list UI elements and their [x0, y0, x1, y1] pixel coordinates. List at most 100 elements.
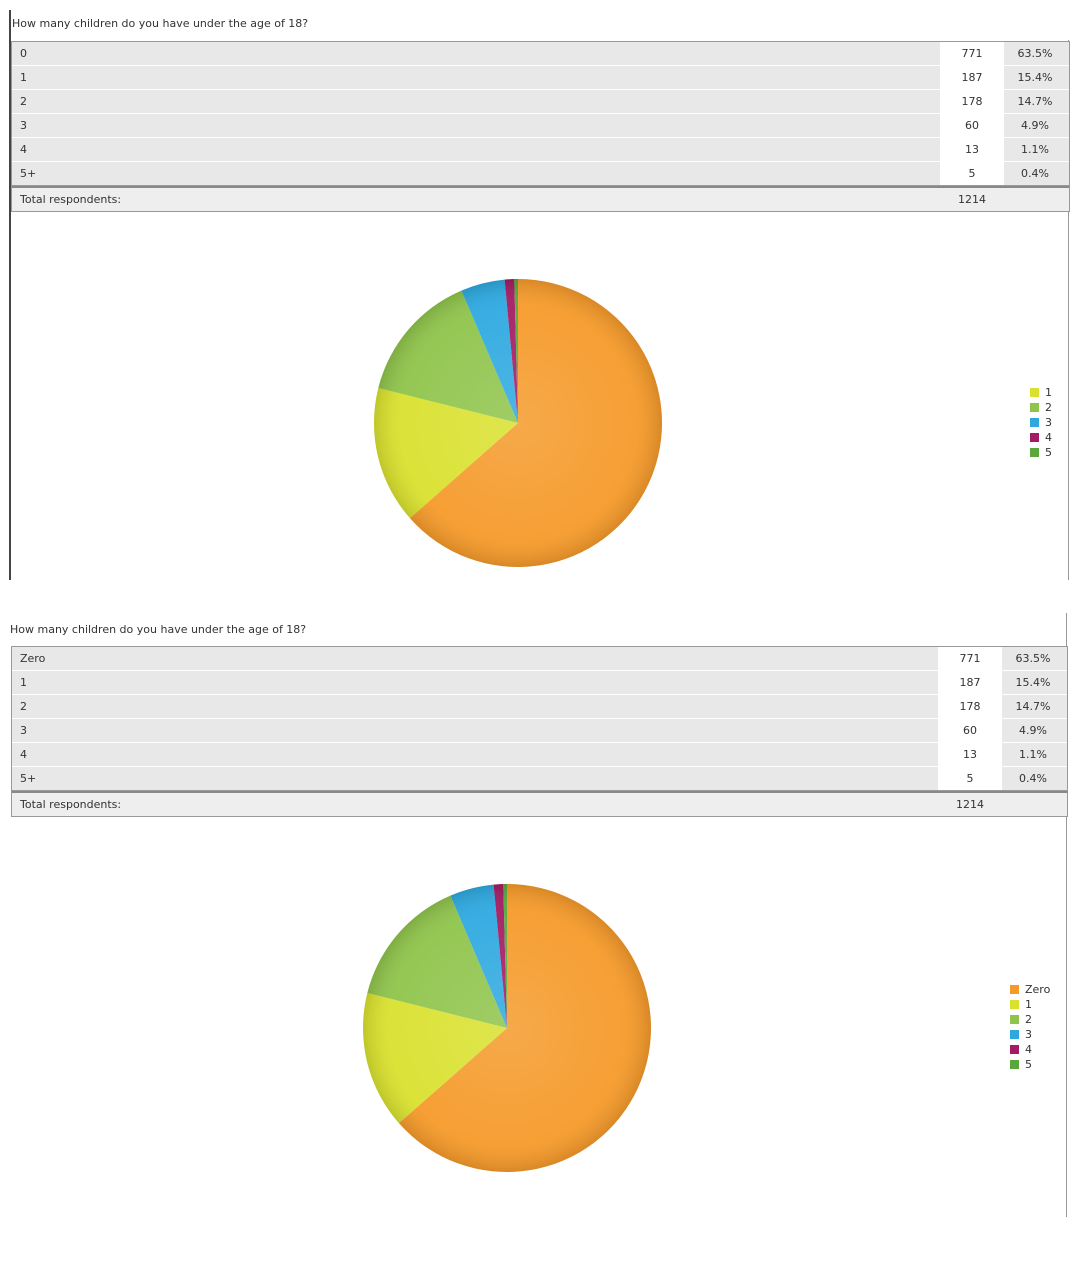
- answer-count: 60: [938, 719, 1002, 742]
- answer-percent: 1.1%: [1021, 143, 1049, 156]
- legend-item: 2: [1030, 400, 1052, 415]
- total-row: Total respondents: 1214: [11, 186, 1070, 212]
- legend-label: 3: [1025, 1028, 1032, 1041]
- answer-count: 178: [938, 695, 1002, 718]
- legend-label: 5: [1045, 446, 1052, 459]
- answer-percent: 15.4%: [1017, 71, 1053, 84]
- answer-percent: 63.5%: [1017, 47, 1053, 60]
- answer-count: 178: [940, 90, 1004, 113]
- question-title: How many children do you have under the …: [12, 17, 309, 30]
- total-label: Total respondents:: [20, 193, 122, 206]
- answer-count: 771: [938, 647, 1002, 670]
- pie-chart: [373, 279, 662, 567]
- result-row: Zero 771 63.5%: [12, 647, 1067, 671]
- results-table: 0 771 63.5% 1 187 15.4% 2 178 14.7% 3 60…: [11, 41, 1070, 186]
- answer-label: 2: [20, 700, 27, 713]
- legend-item: Zero: [1010, 982, 1050, 997]
- answer-label: 0: [20, 47, 27, 60]
- panel-left-border: [9, 10, 11, 580]
- result-row: 0 771 63.5%: [12, 42, 1069, 66]
- result-row: 3 60 4.9%: [12, 719, 1067, 743]
- survey-panel-1: How many children do you have under the …: [0, 0, 1083, 582]
- total-row: Total respondents: 1214: [11, 791, 1068, 817]
- legend-label: 2: [1025, 1013, 1032, 1026]
- answer-percent: 4.9%: [1021, 119, 1049, 132]
- legend-swatch: [1010, 1060, 1019, 1069]
- answer-label: 4: [20, 748, 27, 761]
- pie-chart: [362, 884, 651, 1172]
- answer-count: 60: [940, 114, 1004, 137]
- answer-count: 187: [940, 66, 1004, 89]
- answer-label: Zero: [20, 652, 46, 665]
- legend-label: 3: [1045, 416, 1052, 429]
- panel-right-border: [1066, 613, 1067, 1217]
- answer-label: 3: [20, 119, 27, 132]
- legend-label: 5: [1025, 1058, 1032, 1071]
- legend-item: 4: [1030, 430, 1052, 445]
- legend-swatch: [1030, 433, 1039, 442]
- survey-panel-2: How many children do you have under the …: [0, 605, 1083, 1217]
- legend-label: 4: [1045, 431, 1052, 444]
- legend-swatch: [1030, 448, 1039, 457]
- legend-item: 3: [1030, 415, 1052, 430]
- question-title: How many children do you have under the …: [10, 623, 307, 636]
- panel-right-border: [1068, 40, 1069, 580]
- result-row: 4 13 1.1%: [12, 138, 1069, 162]
- legend-swatch: [1010, 1000, 1019, 1009]
- legend-swatch: [1030, 388, 1039, 397]
- legend-label: 4: [1025, 1043, 1032, 1056]
- total-label: Total respondents:: [20, 798, 122, 811]
- legend-item: 4: [1010, 1042, 1050, 1057]
- answer-count: 13: [940, 138, 1004, 161]
- answer-count: 771: [940, 42, 1004, 65]
- legend-item: 5: [1030, 445, 1052, 460]
- result-row: 3 60 4.9%: [12, 114, 1069, 138]
- answer-label: 5+: [20, 167, 37, 180]
- results-table: Zero 771 63.5% 1 187 15.4% 2 178 14.7% 3…: [11, 646, 1068, 791]
- legend-item: 3: [1010, 1027, 1050, 1042]
- answer-percent: 1.1%: [1019, 748, 1047, 761]
- legend-item: 1: [1030, 385, 1052, 400]
- legend-swatch: [1030, 403, 1039, 412]
- result-row: 1 187 15.4%: [12, 671, 1067, 695]
- legend-label: 2: [1045, 401, 1052, 414]
- answer-label: 4: [20, 143, 27, 156]
- legend-label: 1: [1045, 386, 1052, 399]
- answer-label: 3: [20, 724, 27, 737]
- answer-percent: 63.5%: [1015, 652, 1051, 665]
- result-row: 2 178 14.7%: [12, 90, 1069, 114]
- result-row: 1 187 15.4%: [12, 66, 1069, 90]
- legend-swatch: [1030, 418, 1039, 427]
- legend-label: 1: [1025, 998, 1032, 1011]
- legend-item: 1: [1010, 997, 1050, 1012]
- answer-label: 1: [20, 71, 27, 84]
- answer-percent: 14.7%: [1015, 700, 1051, 713]
- result-row: 5+ 5 0.4%: [12, 162, 1069, 185]
- answer-percent: 14.7%: [1017, 95, 1053, 108]
- answer-percent: 0.4%: [1021, 167, 1049, 180]
- result-row: 4 13 1.1%: [12, 743, 1067, 767]
- answer-label: 2: [20, 95, 27, 108]
- answer-percent: 4.9%: [1019, 724, 1047, 737]
- pie-shading: [363, 884, 651, 1172]
- legend-swatch: [1010, 1045, 1019, 1054]
- result-row: 5+ 5 0.4%: [12, 767, 1067, 790]
- legend-swatch: [1010, 1030, 1019, 1039]
- answer-count: 5: [940, 162, 1004, 185]
- chart-legend: Zero 1 2 3 4 5: [1010, 982, 1050, 1072]
- answer-label: 1: [20, 676, 27, 689]
- pie-shading: [374, 279, 662, 567]
- chart-legend: 1 2 3 4 5: [1030, 385, 1052, 460]
- legend-item: 5: [1010, 1057, 1050, 1072]
- answer-percent: 0.4%: [1019, 772, 1047, 785]
- result-row: 2 178 14.7%: [12, 695, 1067, 719]
- legend-label: Zero: [1025, 983, 1051, 996]
- legend-swatch: [1010, 1015, 1019, 1024]
- total-value: 1214: [958, 193, 986, 206]
- answer-label: 5+: [20, 772, 37, 785]
- answer-count: 13: [938, 743, 1002, 766]
- answer-count: 187: [938, 671, 1002, 694]
- answer-percent: 15.4%: [1015, 676, 1051, 689]
- answer-count: 5: [938, 767, 1002, 790]
- legend-swatch: [1010, 985, 1019, 994]
